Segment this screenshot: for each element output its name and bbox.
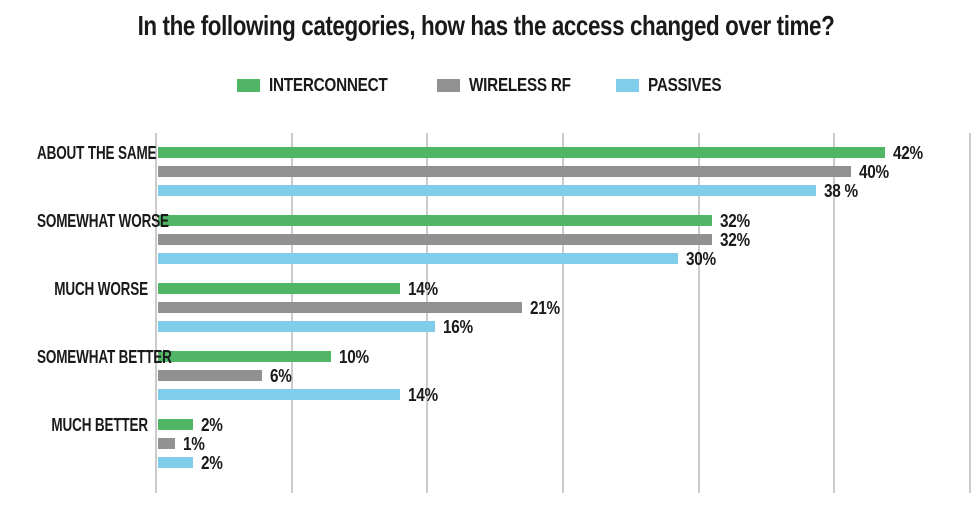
value-label: 1% [183, 434, 205, 454]
bar-wireless-rf-about-the-same [158, 166, 851, 177]
category-label-much-worse: MUCH WORSE [54, 279, 148, 299]
gridline [969, 133, 971, 493]
value-label: 2% [201, 415, 223, 435]
gridline [833, 133, 836, 493]
bar-wireless-rf-much-worse [158, 302, 522, 313]
value-label: 10% [339, 347, 369, 367]
bar-wireless-rf-much-better [158, 438, 175, 449]
legend-label: PASSIVES [648, 74, 722, 95]
bar-wireless-rf-somewhat-better [158, 370, 262, 381]
gridline [697, 133, 700, 493]
gridline [426, 133, 429, 493]
value-label: 32% [720, 230, 750, 250]
value-label: 32% [720, 211, 750, 231]
legend-item-wireless-rf: WIRELESS RF [436, 74, 589, 96]
value-label: 6% [270, 366, 292, 386]
value-label: 42% [893, 143, 923, 163]
bar-passives-much-better [158, 457, 193, 468]
bar-passives-about-the-same [158, 185, 816, 196]
bar-interconnect-much-worse [158, 283, 400, 294]
gridline [290, 133, 293, 493]
value-label: 21% [530, 298, 560, 318]
category-label-much-better: MUCH BETTER [51, 415, 148, 435]
bar-wireless-rf-somewhat-worse [158, 234, 712, 245]
bar-passives-somewhat-better [158, 389, 400, 400]
value-label: 40% [859, 162, 889, 182]
category-label-about-the-same: ABOUT THE SAME [37, 143, 157, 163]
chart-title: In the following categories, how has the… [137, 10, 835, 41]
plot-area: 42% 40% 38 % 32% 32% 30% 14% 21% 16% 10% 6% 14% 2% 1%… [155, 133, 971, 493]
bar-interconnect-somewhat-better [158, 351, 331, 362]
gridline [562, 133, 564, 493]
value-label: 30% [686, 249, 716, 269]
value-label: 38 % [824, 181, 858, 201]
bar-passives-much-worse [158, 321, 435, 332]
legend: INTERCONNECT WIRELESS RF PASSIVES [0, 72, 972, 98]
value-label: 2% [201, 453, 223, 473]
value-label: 14% [408, 385, 438, 405]
value-label: 14% [408, 279, 438, 299]
value-label: 16% [443, 317, 473, 337]
legend-swatch-wireless-rf [436, 78, 460, 92]
legend-swatch-passives [616, 78, 640, 92]
gridline [155, 133, 157, 493]
legend-item-interconnect: INTERCONNECT [237, 75, 408, 96]
category-label-somewhat-better: SOMEWHAT BETTER [37, 347, 172, 367]
bar-interconnect-much-better [158, 419, 193, 430]
bar-passives-somewhat-worse [158, 253, 678, 264]
category-label-somewhat-worse: SOMEWHAT WORSE [37, 211, 169, 231]
bar-interconnect-about-the-same [158, 147, 885, 158]
legend-item-passives: PASSIVES [616, 75, 734, 96]
legend-label: INTERCONNECT [269, 74, 388, 95]
legend-swatch-interconnect [237, 78, 261, 92]
bar-interconnect-somewhat-worse [158, 215, 712, 226]
legend-label: WIRELESS RF [468, 74, 571, 95]
